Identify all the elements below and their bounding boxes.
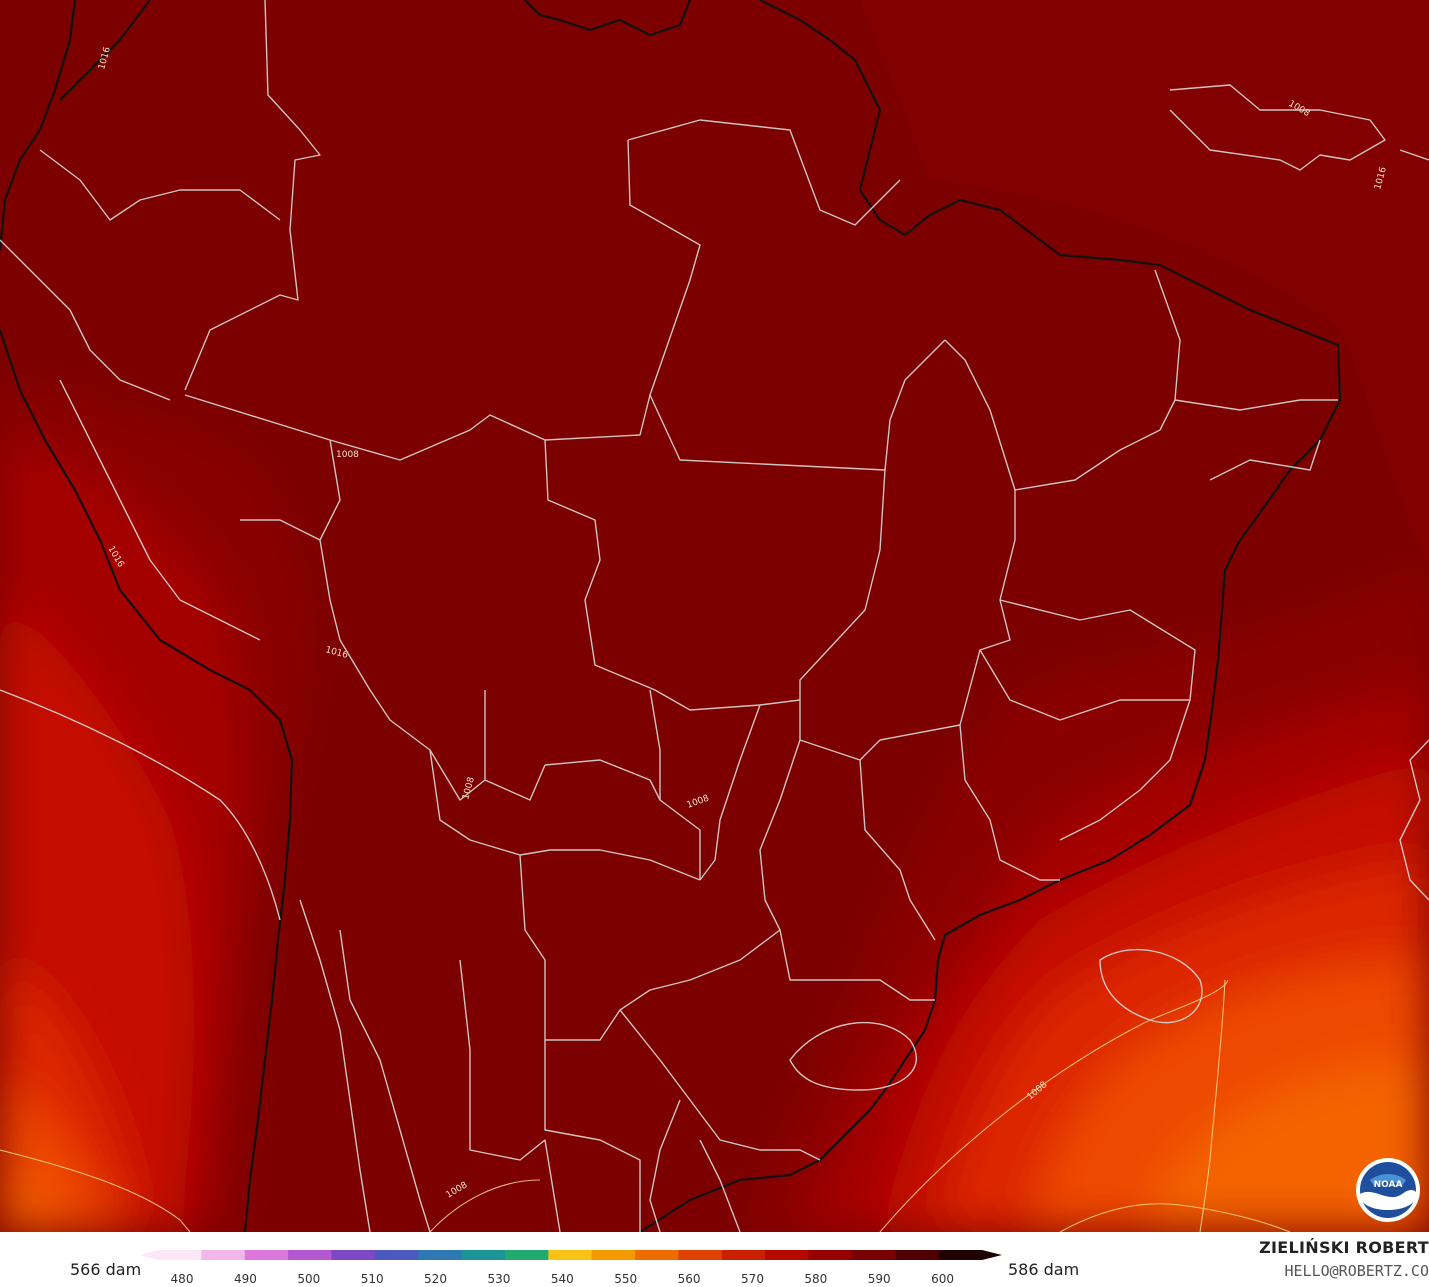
colorbar-segment bbox=[461, 1250, 506, 1260]
noaa-logo-icon: NOAA bbox=[1356, 1158, 1420, 1222]
colorbar-tick-label: 570 bbox=[741, 1272, 764, 1286]
colorbar-tick-label: 560 bbox=[678, 1272, 701, 1286]
colorbar-segment bbox=[201, 1250, 246, 1260]
colorbar-segment bbox=[808, 1250, 853, 1260]
colorbar-segment bbox=[158, 1250, 202, 1260]
colorbar-segment bbox=[288, 1250, 332, 1260]
band-orange bbox=[0, 960, 1429, 1232]
band-lightorange bbox=[0, 1060, 1429, 1232]
colorbar-tick-label: 540 bbox=[551, 1272, 574, 1286]
colorbar-segment bbox=[591, 1250, 636, 1260]
svg-text:NOAA: NOAA bbox=[1374, 1180, 1403, 1190]
colorbar-tick-label: 580 bbox=[804, 1272, 827, 1286]
colorbar-tick-label: 480 bbox=[171, 1272, 194, 1286]
min-value-label: 566 dam bbox=[70, 1260, 142, 1279]
colorbar-segment bbox=[765, 1250, 810, 1260]
isobar-label: 1008 bbox=[336, 450, 359, 460]
atlantic-shade bbox=[860, 0, 1429, 560]
max-value-label: 586 dam bbox=[1008, 1260, 1080, 1279]
isobars bbox=[0, 979, 1291, 1232]
author-email: HELLO@ROBERTZ.CO bbox=[1284, 1262, 1429, 1280]
colorbar-tick-label: 510 bbox=[361, 1272, 384, 1286]
colorbar-segment bbox=[374, 1250, 419, 1260]
south-america-coastline bbox=[0, 0, 1342, 1232]
colorbar-segment bbox=[721, 1250, 766, 1260]
author-name: ZIELIŃSKI ROBERT bbox=[1259, 1238, 1429, 1257]
political-boundaries bbox=[0, 0, 1429, 1232]
colorbar-segment bbox=[244, 1250, 289, 1260]
colorbar-arrow-left bbox=[140, 1250, 158, 1260]
colorbar-tick-label: 550 bbox=[614, 1272, 637, 1286]
colorbar-segment bbox=[938, 1250, 983, 1260]
colorbar-tick-label: 600 bbox=[931, 1272, 954, 1286]
colorbar-segment bbox=[331, 1250, 376, 1260]
colorbar-tick-label: 530 bbox=[487, 1272, 510, 1286]
colorbar-segment bbox=[635, 1250, 679, 1260]
colorbar-tick-label: 590 bbox=[868, 1272, 891, 1286]
colorbar-tick-label: 500 bbox=[297, 1272, 320, 1286]
colorbar-segment bbox=[895, 1250, 940, 1260]
geopotential-height-map: 1008 1008 1008 1008 1008 1008 1016 1016 … bbox=[0, 0, 1429, 1232]
colorbar-tick-label: 490 bbox=[234, 1272, 257, 1286]
colorbar: 480 490 500 510 520 530 540 550 560 570 580 590 600 bbox=[140, 1250, 1002, 1286]
colorbar-segment bbox=[418, 1250, 463, 1260]
height-field-bands bbox=[0, 380, 1429, 1232]
colorbar-arrow-right bbox=[982, 1250, 1002, 1260]
colorbar-segment bbox=[548, 1250, 593, 1260]
map-footer: 566 dam 480 490 500 510 520 530 540 550 560 570 58… bbox=[0, 1232, 1429, 1287]
colorbar-segment bbox=[678, 1250, 723, 1260]
colorbar-segment bbox=[851, 1250, 896, 1260]
colorbar-segment bbox=[504, 1250, 549, 1260]
colorbar-tick-label: 520 bbox=[424, 1272, 447, 1286]
